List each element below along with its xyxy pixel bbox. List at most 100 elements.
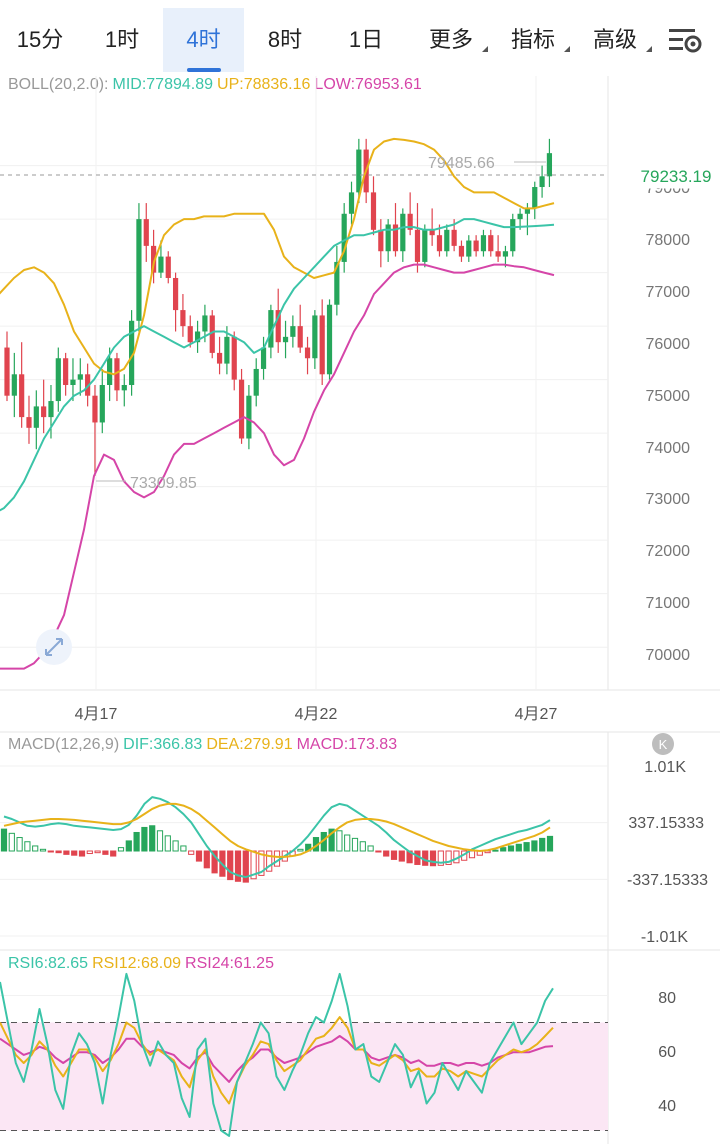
candle-body <box>312 315 318 359</box>
candle <box>151 229 157 284</box>
candle <box>532 181 538 220</box>
candle <box>473 235 479 257</box>
candle-body <box>231 336 237 380</box>
candle <box>143 203 149 262</box>
candle-body <box>260 347 267 369</box>
candle-body <box>165 256 171 278</box>
candle-body <box>370 192 377 230</box>
macd-hist-bar <box>203 850 210 869</box>
candle-body <box>480 235 487 252</box>
macd-hist-bar <box>227 850 234 881</box>
tab-15min-label: 15分 <box>16 27 64 52</box>
macd-hist-bar <box>156 830 164 852</box>
candle <box>41 379 47 434</box>
candle <box>33 390 39 450</box>
tab-1d[interactable]: 1日 <box>328 8 404 72</box>
candle <box>480 229 487 257</box>
active-tab-underline <box>186 68 221 72</box>
macd-hist-bar <box>133 831 140 852</box>
candle <box>231 331 237 391</box>
candle-body <box>334 261 340 305</box>
boll-mid-line <box>0 218 555 512</box>
candle-body <box>4 347 10 396</box>
candle <box>400 208 406 262</box>
macd-hist-bar <box>164 835 171 852</box>
tab-advanced-label: 高级 <box>592 27 637 52</box>
candle <box>422 224 428 268</box>
macd-hist-bar <box>515 843 522 852</box>
candle <box>546 138 553 188</box>
candle <box>172 272 179 332</box>
macd-hist-bar <box>351 837 359 852</box>
macd-hist-bar <box>273 850 281 867</box>
candle-body <box>385 224 391 252</box>
macd-hist-bar <box>117 847 125 852</box>
candle-body <box>92 395 98 423</box>
candle-body <box>114 358 120 391</box>
macd-legend: MACD(12,26,9) DIF:366.83 DEA:279.91 MACD:17… <box>8 736 401 754</box>
candle <box>502 245 509 268</box>
candle-body <box>19 374 25 418</box>
candle <box>209 310 215 359</box>
tab-more[interactable]: 更多 <box>418 8 488 72</box>
candle <box>4 331 10 402</box>
macd-hist-bar <box>102 850 109 855</box>
candle <box>407 192 413 236</box>
macd-panel <box>0 796 554 883</box>
candle <box>275 288 281 353</box>
price-y-axis: 79000 78000 77000 76000 75000 74000 7300… <box>646 180 691 664</box>
timeframe-tabs: 15分 1时 4时 8时 1日 更多 指标 高级 <box>0 0 720 76</box>
kline-settings-icon[interactable] <box>668 24 704 56</box>
macd-hist-bar <box>266 850 273 872</box>
tab-1h[interactable]: 1时 <box>82 8 162 72</box>
macd-hist-bar <box>258 850 265 876</box>
boll-mid-value: MID:77894.89 <box>112 76 214 93</box>
boll-up-value: UP:78836.16 <box>217 76 311 93</box>
candle-body <box>444 229 450 252</box>
candle <box>282 320 289 359</box>
candle <box>158 240 164 278</box>
macd-hist-bar <box>398 850 405 862</box>
expand-chart-icon[interactable] <box>36 629 72 665</box>
candle-body <box>224 336 230 364</box>
candle <box>341 203 347 273</box>
collapse-k-icon[interactable]: K <box>652 733 674 755</box>
tab-advanced[interactable]: 高级 <box>582 8 652 72</box>
tab-4h[interactable]: 4时 <box>163 8 244 72</box>
macd-hist-bar <box>375 850 382 853</box>
macd-y-axis: 1.01K 337.15333 -337.15333 -1.01K <box>627 759 708 946</box>
macd-hist-bar <box>234 850 242 882</box>
candle <box>63 352 69 396</box>
candle-body <box>458 245 465 257</box>
candle-body <box>517 213 523 220</box>
macd-hist-bar <box>141 826 148 852</box>
chart-grid <box>0 76 720 1144</box>
tab-15min[interactable]: 15分 <box>0 8 80 72</box>
candle-body <box>304 347 311 359</box>
candle-body <box>451 229 457 246</box>
macd-hist-bar <box>16 837 23 852</box>
candle-body <box>524 208 531 214</box>
macd-hist-bar <box>149 825 156 852</box>
candle-body <box>216 352 223 364</box>
candle-body <box>290 326 296 337</box>
candle <box>304 336 311 375</box>
macd-hist-bar <box>110 850 117 857</box>
rsi-y-axis: 80 60 40 <box>658 990 676 1115</box>
macd-hist-bar <box>383 850 390 857</box>
macd-hist-bar <box>78 850 86 857</box>
candle <box>48 385 54 439</box>
candle-body <box>436 235 443 252</box>
candle <box>216 336 223 375</box>
candle-body <box>143 219 149 246</box>
macd-hist-bar <box>63 850 70 855</box>
candle-body <box>246 395 252 439</box>
candle-body <box>48 401 54 418</box>
candle <box>356 138 362 204</box>
candle <box>385 219 391 262</box>
rsi-band <box>0 1022 608 1131</box>
tab-8h[interactable]: 8时 <box>246 8 324 72</box>
macd-dif-value: DIF:366.83 <box>123 736 203 753</box>
tab-indicators[interactable]: 指标 <box>500 8 570 72</box>
